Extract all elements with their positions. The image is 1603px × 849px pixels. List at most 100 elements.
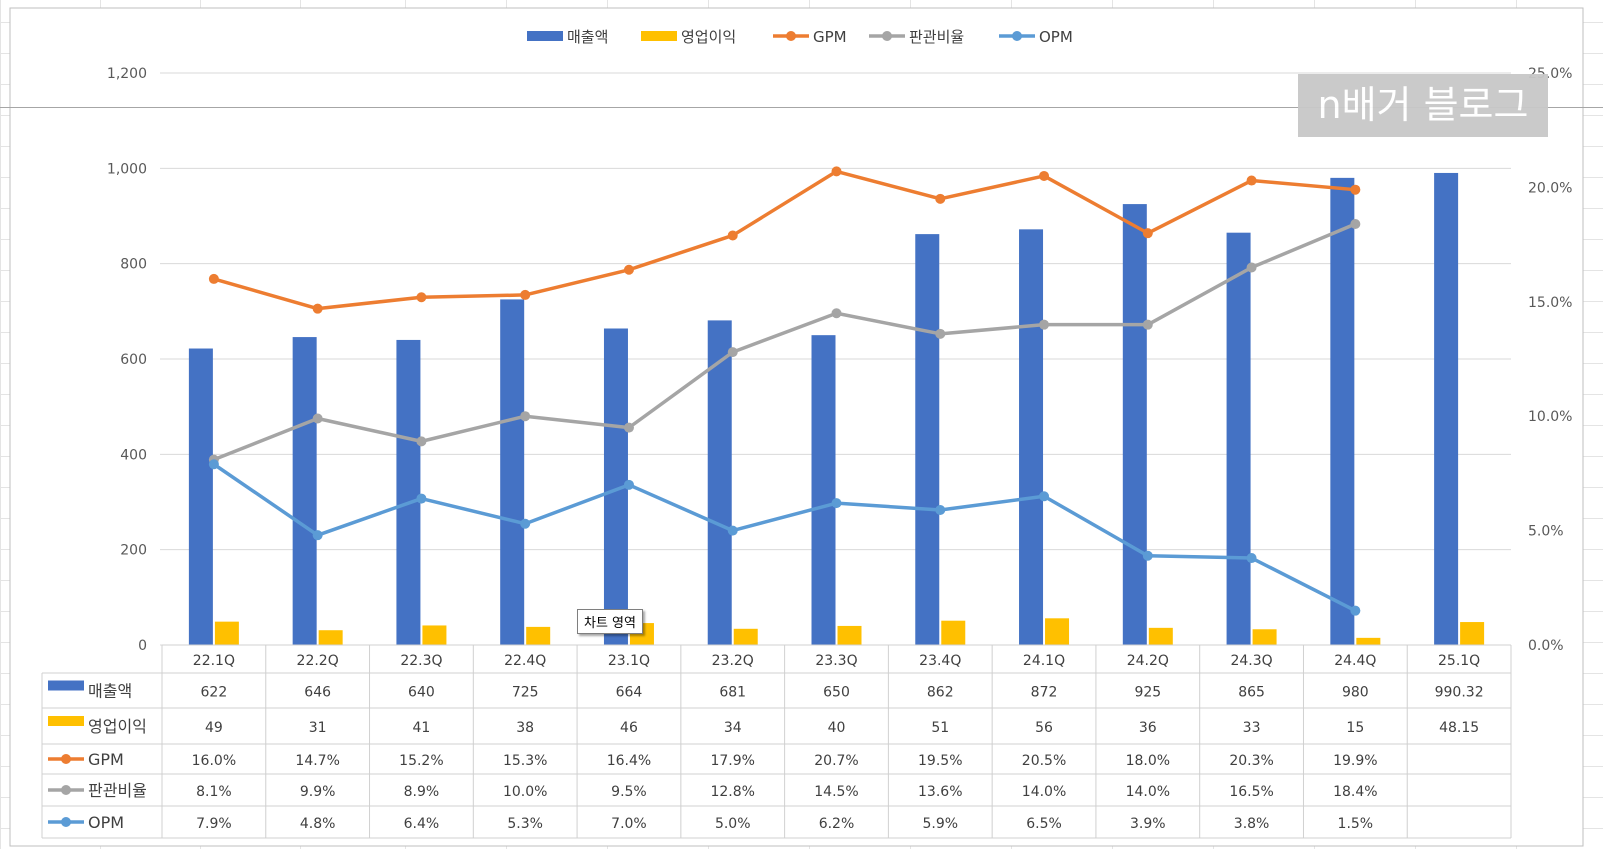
row-label: 매출액 bbox=[88, 682, 132, 701]
bar-revenue[interactable] bbox=[1226, 232, 1251, 645]
row-label: OPM bbox=[88, 813, 124, 832]
point-OPM[interactable] bbox=[831, 498, 842, 509]
bar-revenue[interactable] bbox=[1019, 229, 1044, 645]
point-OPM[interactable] bbox=[520, 518, 531, 529]
point-판관비율[interactable] bbox=[520, 411, 531, 422]
row-legend-swatch bbox=[48, 716, 84, 726]
bar-revenue[interactable] bbox=[396, 339, 421, 645]
point-OPM[interactable] bbox=[416, 493, 427, 504]
bar-revenue[interactable] bbox=[707, 320, 732, 645]
legend-item[interactable]: GPM bbox=[773, 28, 847, 46]
bar-revenue[interactable] bbox=[1434, 172, 1459, 646]
table-cell: 34 bbox=[724, 720, 742, 736]
bar-revenue[interactable] bbox=[500, 299, 525, 645]
bar-revenue[interactable] bbox=[1330, 177, 1355, 645]
bar-operating-profit[interactable] bbox=[318, 630, 343, 645]
legend-item[interactable]: 매출액 bbox=[527, 28, 608, 46]
point-OPM[interactable] bbox=[208, 459, 219, 470]
line-판관비율[interactable] bbox=[213, 222, 1357, 462]
point-OPM[interactable] bbox=[727, 525, 738, 536]
point-GPM[interactable] bbox=[935, 193, 946, 204]
table-cell: 6.2% bbox=[819, 816, 855, 832]
x-category-label: 23.2Q bbox=[712, 653, 754, 669]
point-판관비율[interactable] bbox=[1039, 319, 1050, 330]
table-cell: 6.4% bbox=[404, 816, 440, 832]
point-GPM[interactable] bbox=[312, 303, 323, 314]
legend-marker bbox=[1012, 31, 1022, 41]
bar-operating-profit[interactable] bbox=[837, 625, 862, 645]
legend-item[interactable]: OPM bbox=[999, 28, 1073, 46]
line-series[interactable] bbox=[208, 166, 1361, 616]
bar-operating-profit[interactable] bbox=[733, 628, 758, 645]
point-판관비율[interactable] bbox=[831, 308, 842, 319]
point-OPM[interactable] bbox=[312, 530, 323, 541]
x-category-label: 22.4Q bbox=[504, 653, 546, 669]
point-GPM[interactable] bbox=[727, 230, 738, 241]
bar-revenue[interactable] bbox=[811, 335, 836, 645]
point-OPM[interactable] bbox=[1246, 553, 1257, 564]
y-axis-right: 0.0%5.0%10.0%15.0%20.0%25.0% bbox=[1528, 66, 1572, 654]
bar-operating-profit[interactable] bbox=[941, 620, 966, 645]
table-cell: 36 bbox=[1139, 720, 1157, 736]
x-category-label: 24.3Q bbox=[1230, 653, 1272, 669]
table-cell: 9.5% bbox=[611, 784, 647, 800]
point-GPM[interactable] bbox=[416, 292, 427, 303]
bar-operating-profit[interactable] bbox=[1148, 627, 1173, 645]
point-판관비율[interactable] bbox=[1246, 262, 1257, 273]
table-cell: 49 bbox=[205, 720, 223, 736]
point-OPM[interactable] bbox=[1350, 605, 1361, 616]
line-OPM[interactable] bbox=[212, 462, 1357, 613]
point-GPM[interactable] bbox=[1350, 184, 1361, 195]
table-cell: 5.0% bbox=[715, 816, 751, 832]
bar-operating-profit[interactable] bbox=[1356, 637, 1381, 645]
point-판관비율[interactable] bbox=[935, 328, 946, 339]
point-판관비율[interactable] bbox=[1350, 219, 1361, 230]
point-판관비율[interactable] bbox=[1142, 319, 1153, 330]
point-GPM[interactable] bbox=[831, 166, 842, 177]
row-label: 판관비율 bbox=[88, 781, 147, 800]
table-cell: 650 bbox=[823, 685, 850, 701]
y-left-tick-label: 1,200 bbox=[107, 66, 147, 82]
point-OPM[interactable] bbox=[935, 505, 946, 516]
bar-revenue[interactable] bbox=[292, 337, 317, 645]
table-cell: 4.8% bbox=[300, 816, 336, 832]
y-left-tick-label: 1,000 bbox=[107, 161, 147, 177]
chart-legend[interactable]: 매출액 영업이익 GPM 판관비율 OPM bbox=[527, 28, 1073, 46]
table-cell: 38 bbox=[516, 720, 534, 736]
y-right-tick-label: 20.0% bbox=[1528, 180, 1572, 196]
x-category-label: 24.2Q bbox=[1127, 653, 1169, 669]
point-OPM[interactable] bbox=[1039, 491, 1050, 502]
line-GPM[interactable] bbox=[213, 169, 1356, 311]
legend-marker bbox=[882, 31, 892, 41]
point-GPM[interactable] bbox=[623, 264, 634, 275]
table-row: OPM 7.9% 4.8% 6.4% 5.3% 7.0% 5.0% 6.2% 5.9% 6.5% 3… bbox=[48, 813, 1373, 832]
bar-revenue[interactable] bbox=[915, 234, 940, 645]
row-legend-marker bbox=[61, 754, 71, 764]
point-OPM[interactable] bbox=[1142, 550, 1153, 561]
point-판관비율[interactable] bbox=[312, 413, 323, 424]
table-cell: 14.0% bbox=[1126, 784, 1170, 800]
table-cell: 5.3% bbox=[507, 816, 543, 832]
point-GPM[interactable] bbox=[208, 273, 219, 284]
bar-revenue[interactable] bbox=[1122, 204, 1147, 646]
point-GPM[interactable] bbox=[1142, 228, 1153, 239]
bar-operating-profit[interactable] bbox=[1252, 629, 1277, 645]
point-판관비율[interactable] bbox=[416, 436, 427, 447]
bar-operating-profit[interactable] bbox=[422, 625, 447, 645]
bar-revenue[interactable] bbox=[188, 348, 213, 645]
bar-operating-profit[interactable] bbox=[1045, 618, 1070, 645]
point-OPM[interactable] bbox=[623, 479, 634, 490]
point-판관비율[interactable] bbox=[623, 422, 634, 433]
bar-operating-profit[interactable] bbox=[526, 626, 551, 645]
table-cell: 46 bbox=[620, 720, 638, 736]
x-category-label: 22.3Q bbox=[400, 653, 442, 669]
point-GPM[interactable] bbox=[1246, 175, 1257, 186]
point-GPM[interactable] bbox=[520, 289, 531, 300]
y-right-tick-label: 0.0% bbox=[1528, 638, 1564, 654]
legend-item[interactable]: 영업이익 bbox=[641, 28, 736, 46]
point-판관비율[interactable] bbox=[727, 347, 738, 358]
bar-operating-profit[interactable] bbox=[214, 621, 239, 645]
point-GPM[interactable] bbox=[1039, 170, 1050, 181]
legend-item[interactable]: 판관비율 bbox=[869, 28, 964, 46]
bar-operating-profit[interactable] bbox=[1460, 622, 1485, 645]
